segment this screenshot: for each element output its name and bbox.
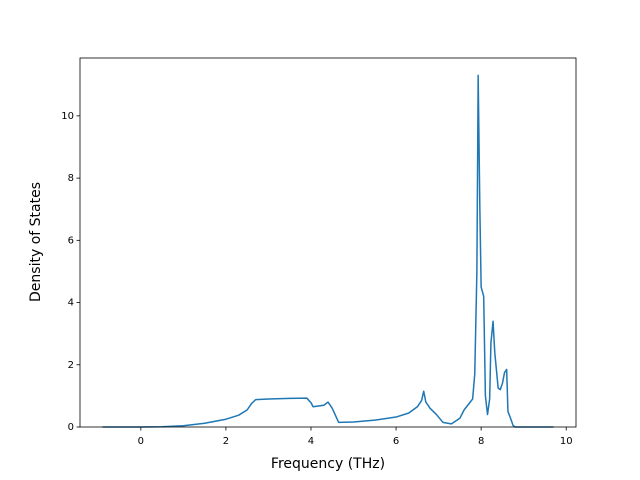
x-tick-label: 8 [478,436,484,447]
x-tick-label: 2 [223,436,229,447]
x-tick-label: 10 [560,436,573,447]
data-line [102,74,554,428]
plot-frame [79,57,577,428]
x-tick-label: 6 [393,436,399,447]
y-axis-label: Density of States [28,182,44,302]
y-tick-label: 0 [68,422,74,433]
y-tick-label: 8 [68,173,74,184]
x-tick-label: 4 [308,436,314,447]
y-tick-label: 10 [61,111,74,122]
y-tick-label: 2 [68,360,74,371]
y-tick-label: 6 [68,235,74,246]
y-tick-label: 4 [68,298,74,309]
x-tick-label: 0 [138,436,144,447]
x-axis-label: Frequency (THz) [271,456,385,472]
